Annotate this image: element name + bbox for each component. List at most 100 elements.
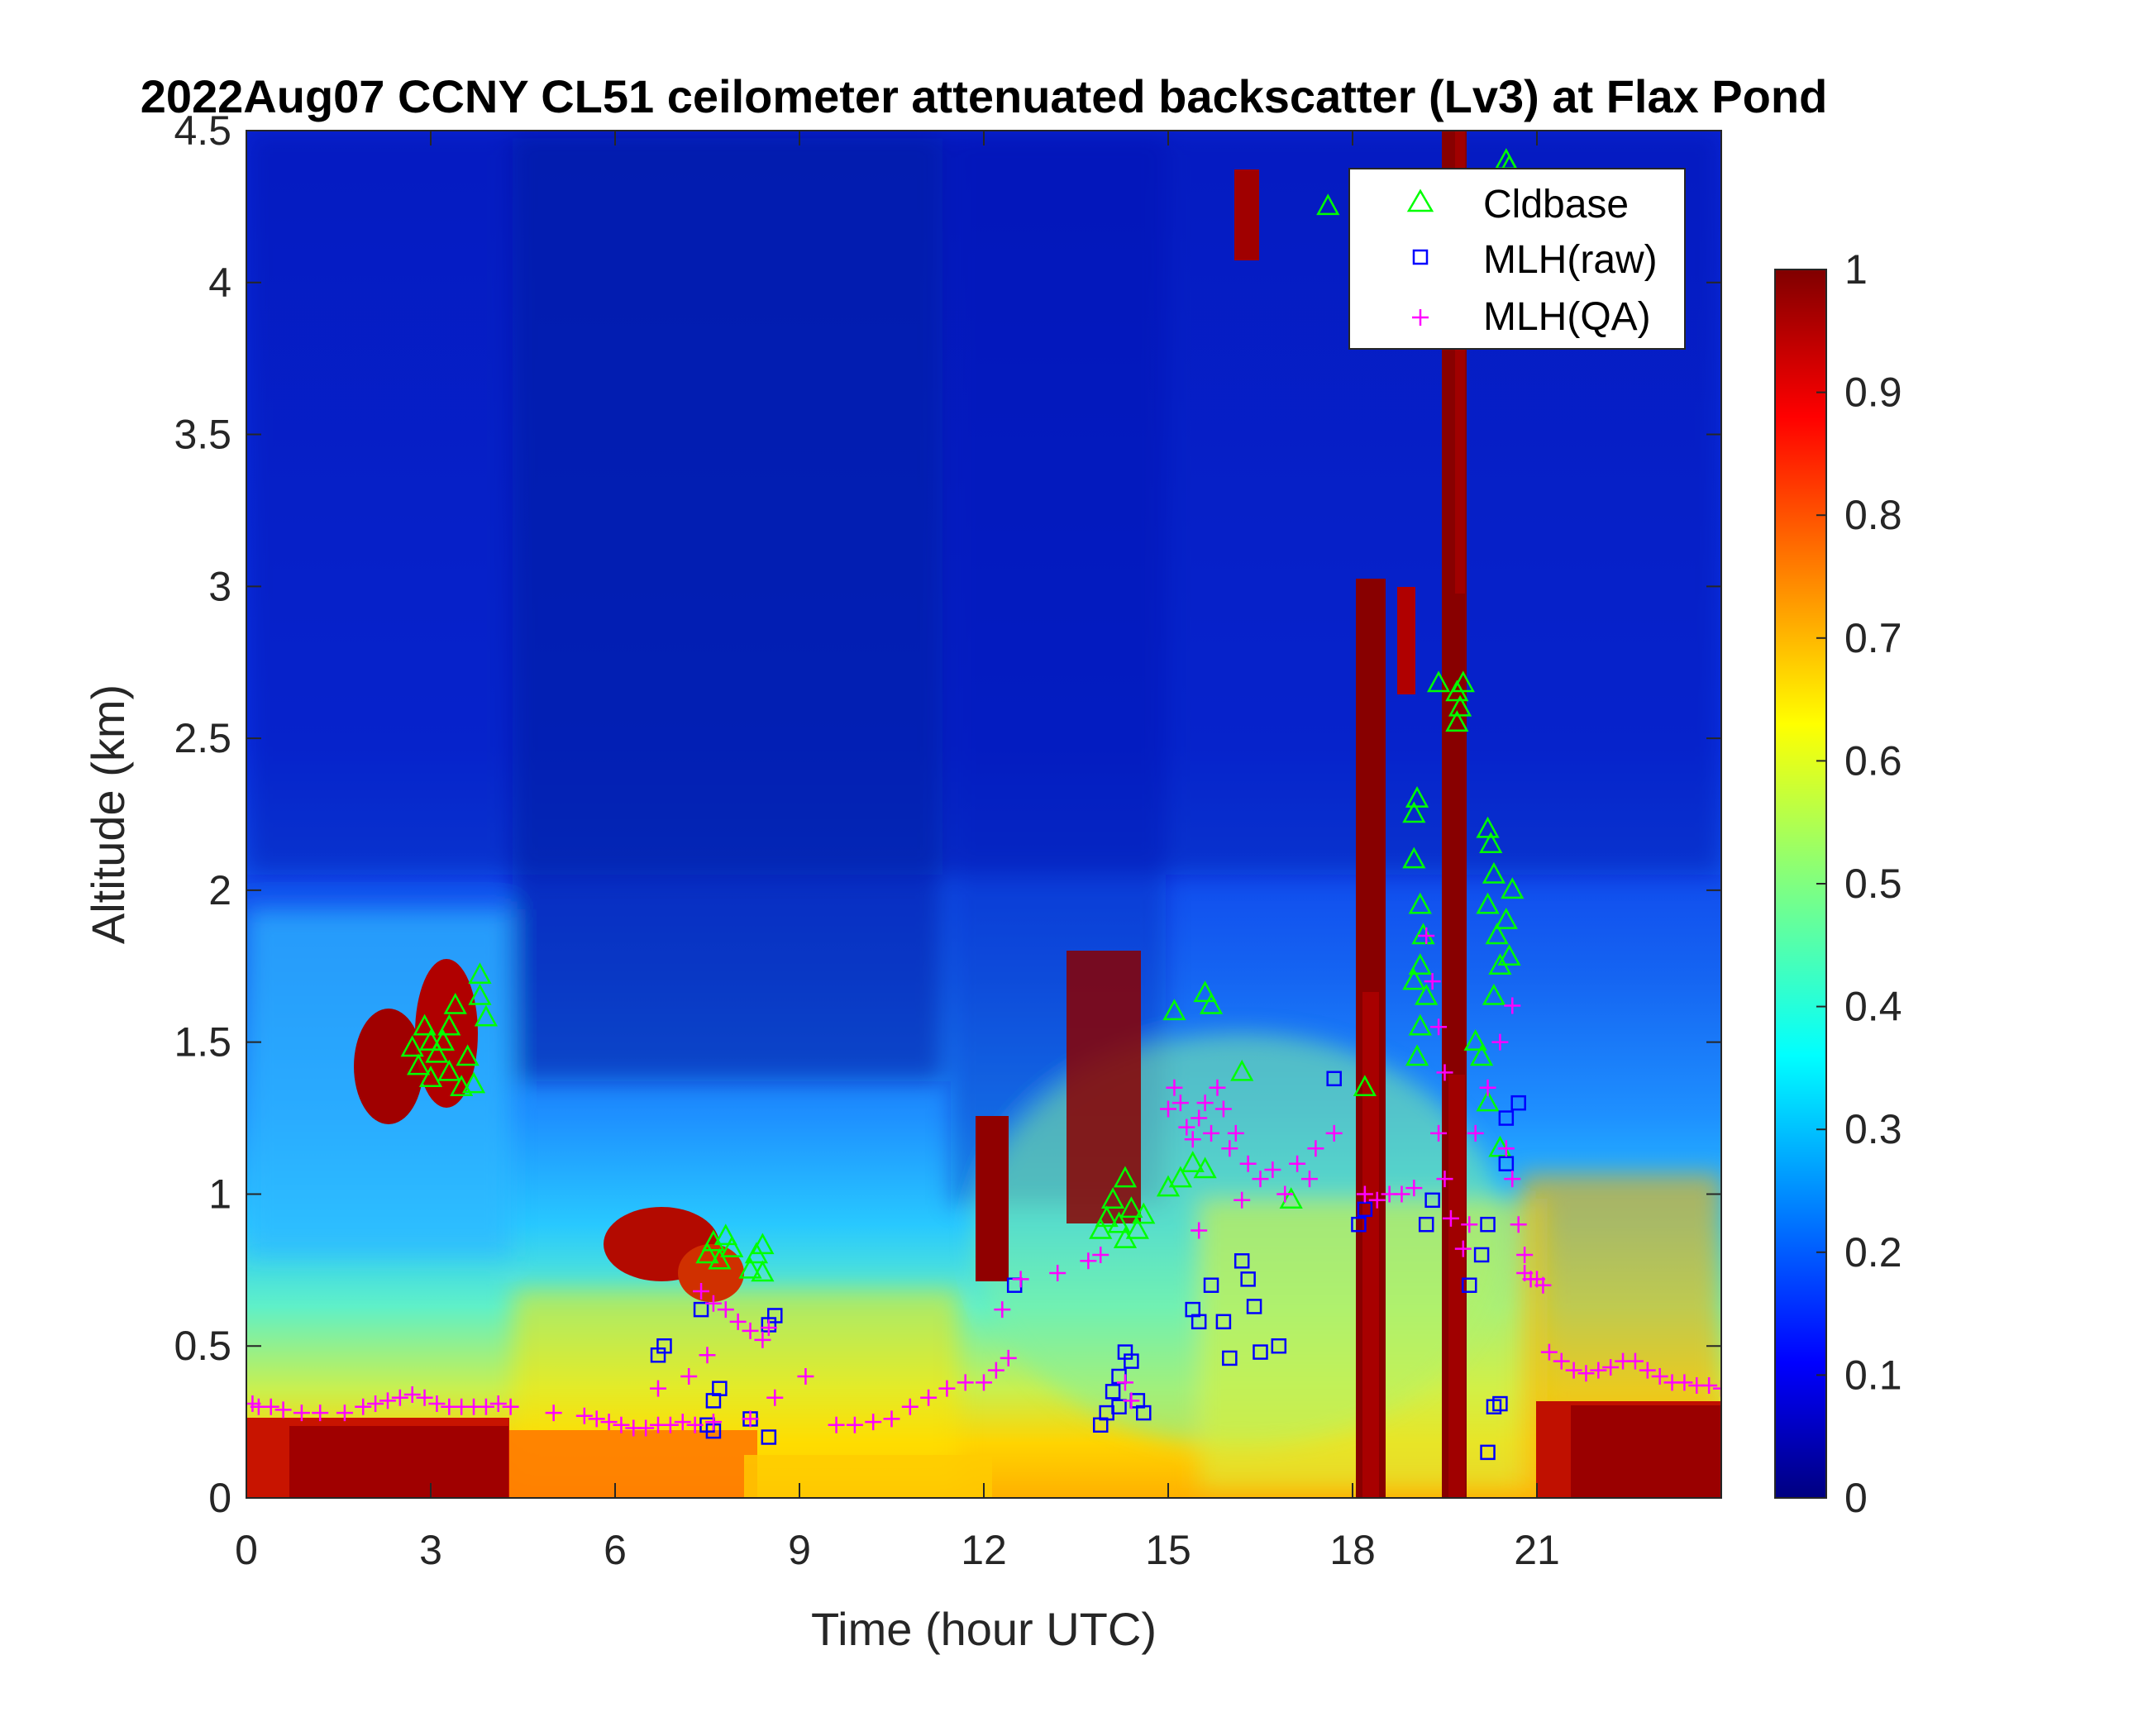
marker-mlh-qa	[1467, 1124, 1484, 1142]
marker-cldbase	[468, 962, 492, 985]
marker-cldbase	[1193, 1157, 1217, 1179]
y-tick-label: 0.5	[174, 1323, 231, 1369]
marker-mlh-qa	[1497, 1140, 1515, 1157]
marker-mlh-qa	[336, 1405, 353, 1422]
marker-mlh-qa	[1356, 1185, 1373, 1203]
marker-cldbase	[1113, 1166, 1138, 1188]
marker-cldbase	[738, 1257, 762, 1279]
marker-mlh-raw	[1222, 1350, 1238, 1366]
marker-cldbase	[1408, 953, 1432, 975]
colorbar-tick-label: 0.3	[1844, 1106, 1902, 1152]
marker-cldbase	[1199, 992, 1224, 1014]
marker-mlh-qa	[1553, 1352, 1570, 1370]
marker-cldbase	[418, 1066, 443, 1088]
marker-mlh-qa	[391, 1389, 408, 1406]
marker-mlh-raw	[1111, 1399, 1127, 1414]
colorbar-tick-label: 0.1	[1844, 1352, 1902, 1398]
marker-mlh-raw	[761, 1429, 777, 1445]
marker-mlh-raw	[767, 1308, 783, 1323]
marker-mlh-qa	[489, 1395, 507, 1413]
marker-mlh-qa	[661, 1416, 679, 1433]
marker-mlh-qa	[1221, 1140, 1238, 1157]
marker-mlh-qa	[613, 1416, 630, 1433]
x-tick-label: 21	[1514, 1527, 1560, 1573]
chart-title: 2022Aug07 CCNY CL51 ceilometer attenuate…	[141, 70, 1828, 122]
marker-mlh-qa	[1651, 1367, 1668, 1385]
marker-mlh-qa	[1479, 1079, 1496, 1096]
marker-cldbase	[1463, 1029, 1487, 1051]
x-tick-label: 9	[788, 1527, 811, 1573]
legend-entry-cldbase: Cldbase	[1406, 183, 1629, 227]
marker-cldbase	[1494, 908, 1518, 929]
marker-mlh-qa	[1418, 928, 1435, 945]
marker-cldbase	[418, 1029, 443, 1051]
marker-mlh-raw	[1271, 1338, 1287, 1354]
marker-mlh-qa	[1166, 1079, 1183, 1096]
marker-mlh-qa	[1430, 1124, 1448, 1142]
marker-mlh-qa	[575, 1407, 593, 1424]
marker-cldbase	[461, 1071, 486, 1094]
marker-cldbase	[1408, 1013, 1432, 1036]
marker-mlh-qa	[766, 1389, 784, 1406]
colorbar-ticks: 0 0.1 0.2 0.3 0.4 0.5 0.6 0.7 0.8 0.9 1	[1816, 246, 1902, 1521]
colorbar-tick-label: 0	[1844, 1475, 1868, 1521]
marker-cldbase	[695, 1242, 719, 1264]
marker-mlh-raw	[1418, 1216, 1434, 1233]
legend-plus-marker	[1412, 309, 1429, 326]
marker-cldbase	[1193, 980, 1217, 1003]
marker-mlh-qa	[1116, 1374, 1133, 1391]
marker-mlh-qa	[1454, 1240, 1472, 1257]
marker-mlh-raw	[1351, 1216, 1367, 1233]
x-tick-label: 18	[1329, 1527, 1376, 1573]
colorbar: 0 0.1 0.2 0.3 0.4 0.5 0.6 0.7 0.8 0.9 1	[1774, 246, 1902, 1521]
marker-mlh-qa	[729, 1313, 747, 1330]
marker-mlh-qa	[545, 1405, 562, 1422]
marker-mlh-qa	[1602, 1358, 1620, 1376]
marker-mlh-raw	[1357, 1201, 1373, 1218]
marker-mlh-qa	[355, 1398, 372, 1415]
marker-cldbase	[1119, 1196, 1143, 1219]
marker-cldbase	[1445, 710, 1469, 732]
marker-mlh-qa	[1092, 1246, 1109, 1263]
colorbar-tick-label: 0.8	[1844, 492, 1902, 538]
marker-mlh-qa	[1504, 997, 1521, 1014]
marker-mlh-qa	[1713, 1380, 1721, 1397]
marker-mlh-qa	[1012, 1271, 1029, 1288]
marker-mlh-raw	[656, 1338, 672, 1354]
marker-cldbase	[1402, 801, 1426, 823]
marker-mlh-qa	[1436, 1064, 1453, 1081]
marker-mlh-qa	[1300, 1171, 1318, 1188]
marker-mlh-qa	[1276, 1185, 1294, 1203]
marker-mlh-raw	[1498, 1110, 1515, 1126]
legend-label-cldbase: Cldbase	[1483, 183, 1629, 227]
marker-mlh-qa	[1534, 1276, 1552, 1294]
marker-mlh-qa	[1239, 1155, 1257, 1172]
marker-mlh-qa	[650, 1380, 667, 1397]
marker-mlh-qa	[1430, 1018, 1448, 1036]
marker-mlh-qa	[1516, 1246, 1534, 1263]
marker-cldbase	[1402, 968, 1426, 990]
x-tick-label: 3	[419, 1527, 442, 1573]
marker-cldbase	[1408, 892, 1432, 914]
x-axis: 0 3 6 9 12 15 18 21	[235, 131, 1560, 1573]
marker-mlh-qa	[1701, 1377, 1718, 1394]
marker-cldbase	[1402, 847, 1426, 869]
marker-mlh-qa	[1368, 1191, 1386, 1209]
legend-label-mlh-raw: MLH(raw)	[1483, 238, 1658, 282]
x-axis-label: Time (hour UTC)	[811, 1603, 1157, 1655]
marker-cldbase	[1089, 1217, 1113, 1239]
aerosol-cloud-patches	[354, 131, 1467, 1498]
marker-mlh-qa	[477, 1398, 494, 1415]
marker-cldbase	[713, 1223, 737, 1246]
marker-mlh-qa	[1264, 1161, 1281, 1179]
marker-cldbase	[407, 1053, 431, 1075]
marker-cldbase	[1469, 1044, 1494, 1066]
marker-cldbase	[1411, 923, 1435, 945]
marker-mlh-qa	[1184, 1131, 1201, 1148]
marker-mlh-qa	[920, 1389, 938, 1406]
marker-mlh-raw	[1480, 1216, 1496, 1233]
marker-mlh-qa	[883, 1410, 900, 1428]
marker-mlh-qa	[367, 1395, 384, 1413]
marker-mlh-qa	[1160, 1100, 1176, 1118]
